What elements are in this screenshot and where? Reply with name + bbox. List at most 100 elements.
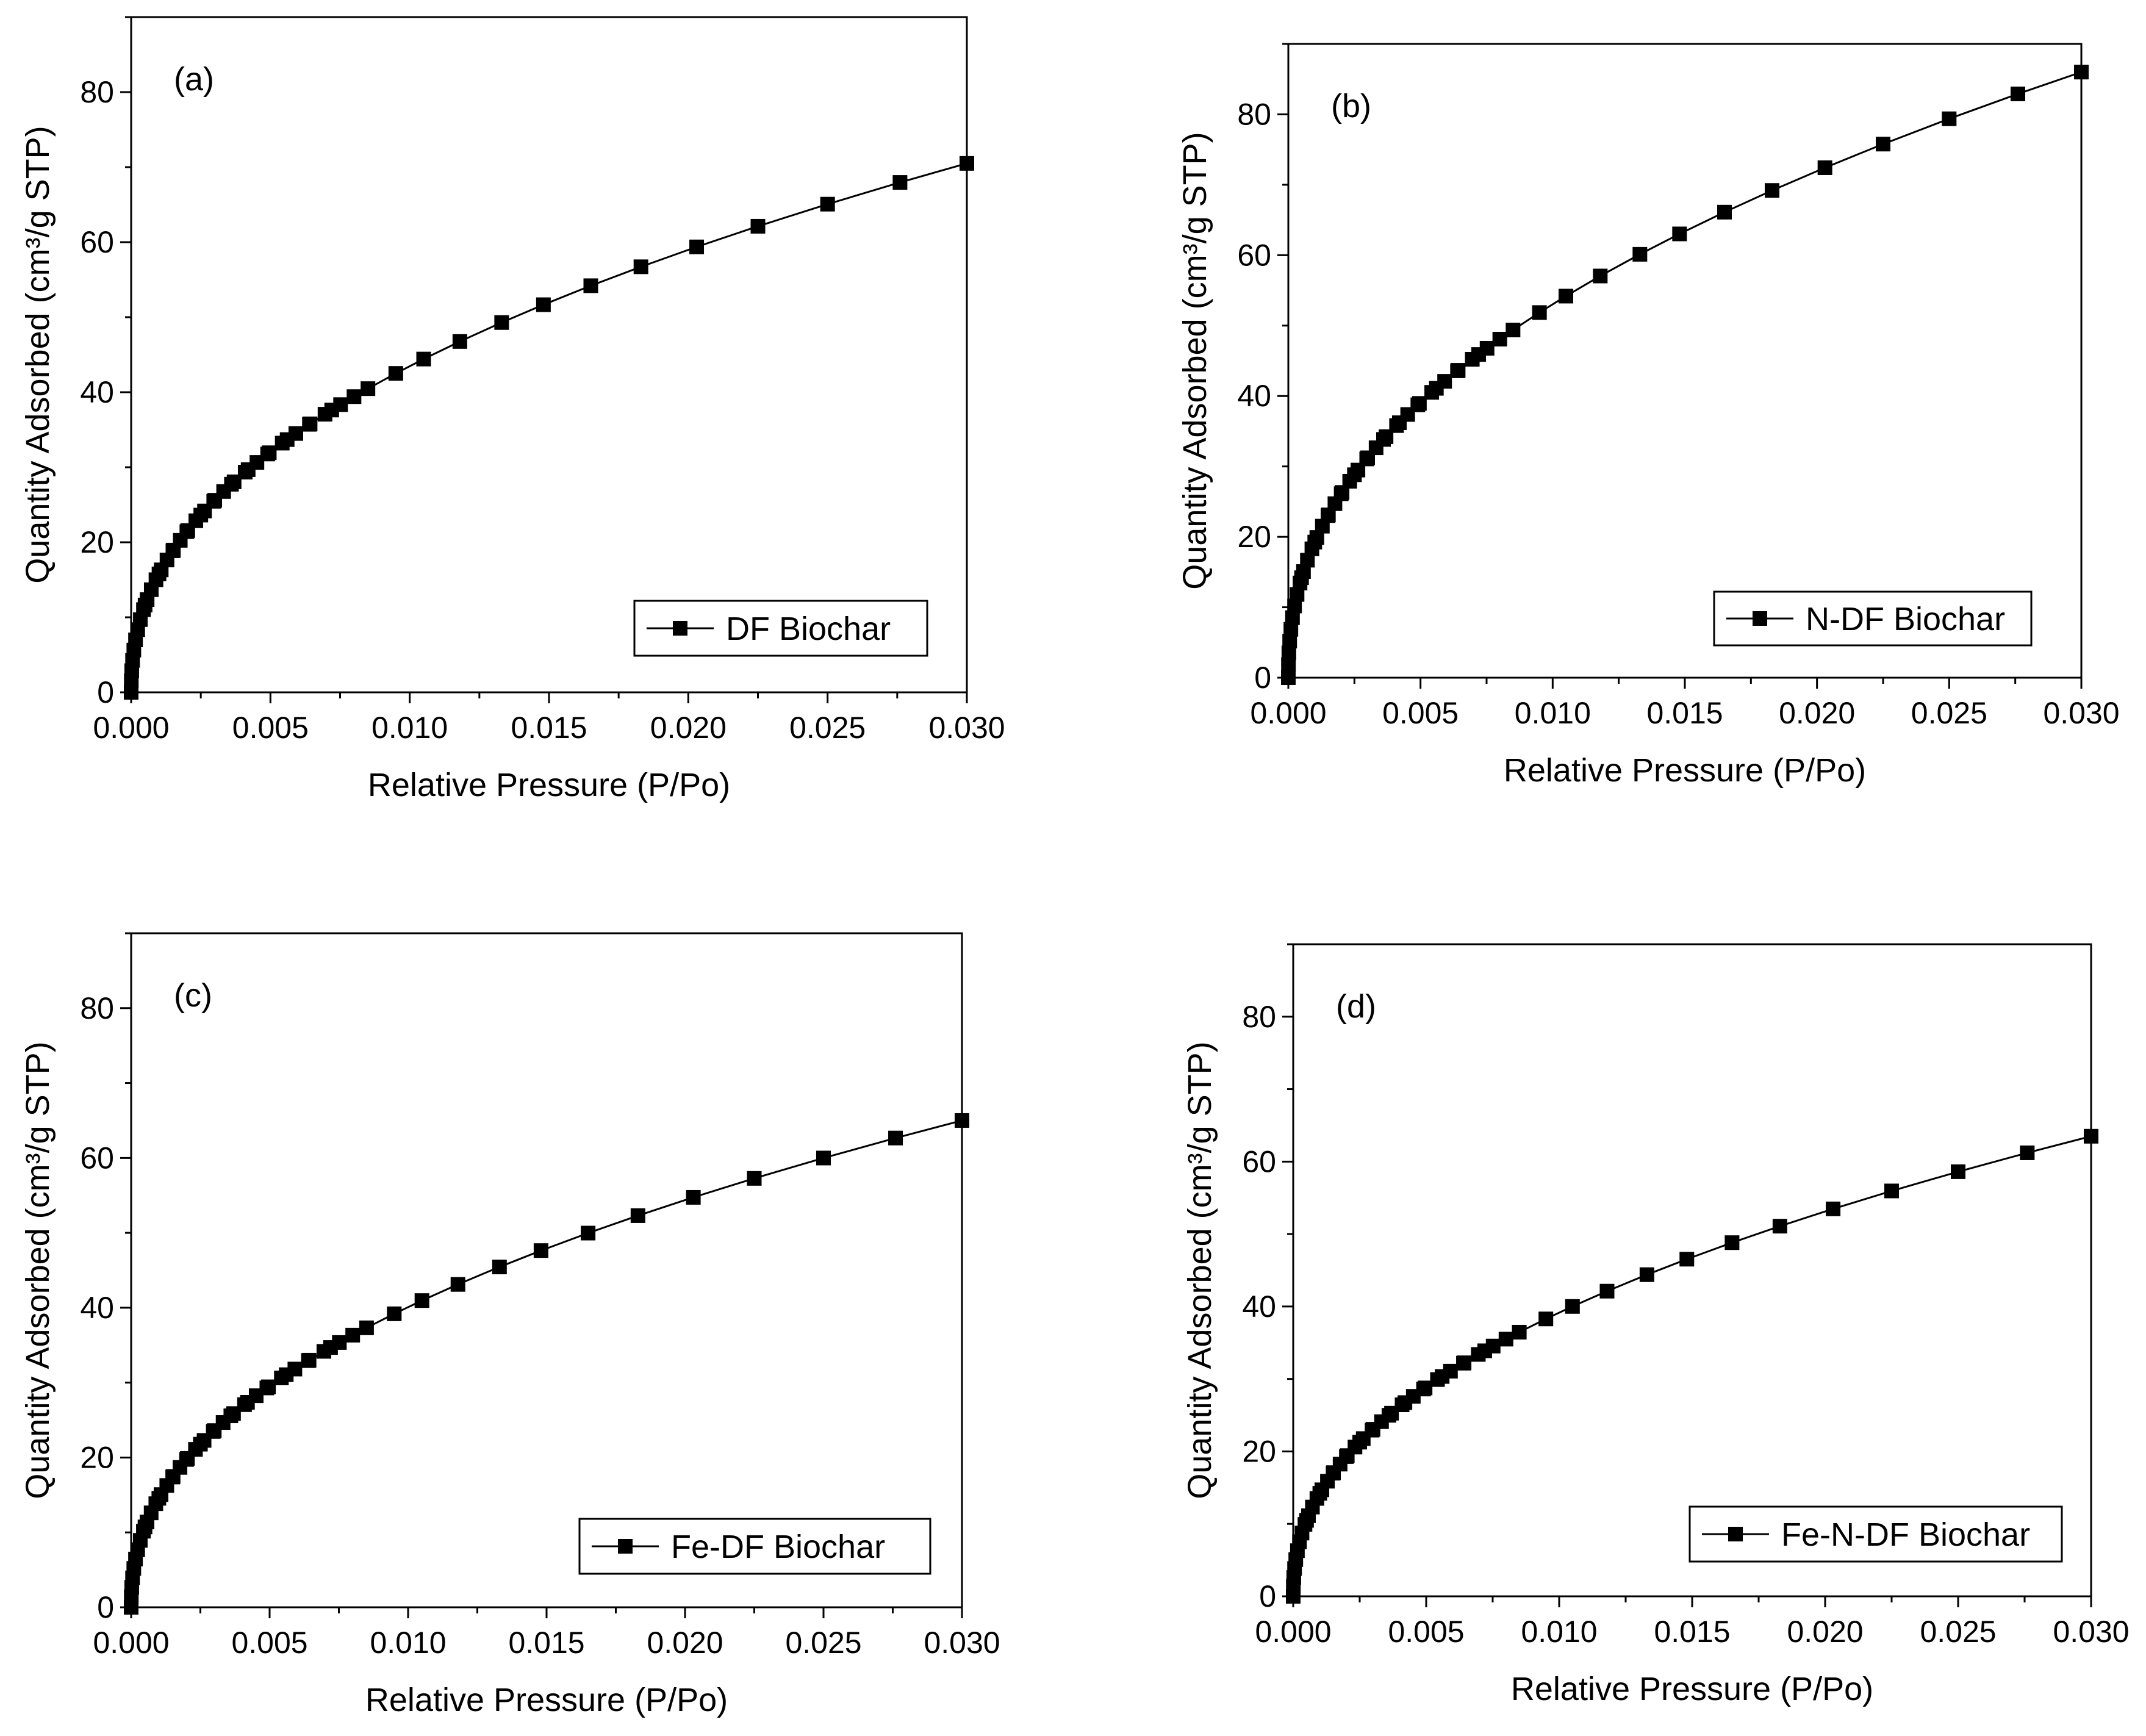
data-point-marker	[262, 445, 277, 461]
x-tick-label: 0.030	[2053, 1615, 2129, 1649]
data-point-marker	[416, 351, 431, 367]
data-point-marker	[1485, 1338, 1501, 1354]
data-point-marker	[1418, 1380, 1433, 1396]
plot-frame	[130, 16, 968, 694]
y-tick-label: 0	[97, 1590, 114, 1624]
x-tick-label: 0.015	[511, 711, 587, 745]
x-tick-label: 0.015	[508, 1626, 584, 1660]
plot-frame	[1292, 943, 2092, 1598]
data-point-marker	[1565, 1299, 1580, 1314]
x-tick-label: 0.000	[93, 1626, 169, 1660]
data-point-marker	[1817, 160, 1832, 175]
x-axis-title: Relative Pressure (P/Po)	[1511, 1671, 1873, 1707]
data-point-marker	[1492, 331, 1507, 346]
data-point-marker	[1593, 268, 1608, 284]
data-point-marker	[303, 416, 318, 431]
y-axis-title: Quantity Adsorbed (cm³/g STP)	[20, 1041, 56, 1499]
y-tick-label: 80	[1237, 97, 1271, 131]
x-tick-label: 0.025	[789, 711, 866, 745]
data-point-marker	[1479, 340, 1495, 356]
data-point-marker	[533, 1243, 548, 1258]
data-point-marker	[1717, 204, 1732, 220]
x-tick-label: 0.010	[371, 711, 448, 745]
chart-panel-c: 0 20 40 60 80 0.000 0.005 0.010 0.015 0.020 0.025 0…	[20, 932, 1000, 1718]
data-point-marker	[583, 278, 598, 293]
data-point-marker	[1505, 322, 1521, 337]
x-tick-label: 0.000	[1255, 1615, 1331, 1649]
x-tick-label: 0.000	[93, 711, 169, 745]
data-point-marker	[387, 1306, 402, 1321]
legend-box	[1713, 590, 2033, 647]
y-tick-label: 20	[1237, 520, 1271, 554]
data-point-marker	[287, 1361, 303, 1377]
data-point-marker	[345, 1327, 361, 1343]
data-point-marker	[346, 389, 362, 404]
legend-box	[633, 600, 928, 657]
y-tick-label: 0	[97, 675, 114, 709]
data-point-marker	[1457, 1355, 1472, 1371]
data-point-marker	[1512, 1324, 1527, 1340]
data-point-marker	[2074, 65, 2089, 80]
data-point-marker	[288, 426, 303, 441]
legend-label: Fe-N-DF Biochar	[1781, 1516, 2030, 1553]
x-tick-label: 0.000	[1250, 696, 1326, 730]
chart-panel-a: 0 20 40 60 80 0.000 0.005 0.010 0.015 0.020 0.025 0…	[20, 16, 1005, 803]
data-point-marker	[1443, 1363, 1458, 1379]
x-axis-title: Relative Pressure (P/Po)	[1504, 752, 1866, 789]
data-point-marker	[960, 156, 974, 171]
y-axis-title: Quantity Adsorbed (cm³/g STP)	[1177, 132, 1213, 589]
data-point-marker	[1876, 137, 1890, 152]
legend-marker	[1728, 1527, 1743, 1541]
data-point-marker	[750, 218, 766, 234]
x-tick-label: 0.020	[650, 711, 727, 745]
plot-frame	[1287, 43, 2083, 679]
x-tick-label: 0.020	[1779, 696, 1855, 730]
data-point-marker	[1639, 1267, 1654, 1282]
data-point-marker	[1498, 1332, 1513, 1347]
data-point-marker	[1412, 396, 1427, 411]
data-point-marker	[492, 1260, 507, 1275]
data-point-marker	[2011, 86, 2025, 101]
y-tick-label: 80	[80, 75, 114, 109]
y-tick-label: 40	[80, 1291, 114, 1325]
data-point-marker	[1538, 1311, 1554, 1327]
x-tick-label: 0.005	[1382, 696, 1459, 730]
data-point-marker	[1451, 363, 1466, 378]
data-point-marker	[1559, 289, 1573, 304]
x-tick-label: 0.020	[1787, 1615, 1863, 1649]
chart-panel-b: 0 20 40 60 80 0.000 0.005 0.010 0.015 0.020 0.025 0…	[1177, 43, 2120, 789]
x-tick-label: 0.015	[1646, 696, 1723, 730]
data-point-marker	[261, 1379, 276, 1394]
y-axis-title: Quantity Adsorbed (cm³/g STP)	[20, 126, 56, 583]
legend-label: N-DF Biochar	[1806, 601, 2005, 637]
data-point-marker	[332, 1335, 347, 1350]
y-tick-label: 60	[80, 225, 114, 259]
x-tick-label: 0.025	[785, 1626, 861, 1660]
data-point-marker	[1672, 226, 1687, 242]
data-point-marker	[301, 1352, 317, 1368]
legend-label: Fe-DF Biochar	[671, 1529, 885, 1565]
x-tick-label: 0.005	[232, 711, 309, 745]
data-point-marker	[1281, 670, 1296, 685]
legend-marker	[673, 621, 687, 636]
y-tick-label: 0	[1254, 661, 1271, 695]
data-point-marker	[1679, 1252, 1695, 1267]
data-point-marker	[633, 259, 648, 274]
data-point-marker	[955, 1113, 969, 1128]
data-point-marker	[536, 297, 551, 312]
x-axis-title: Relative Pressure (P/Po)	[368, 767, 730, 803]
data-point-marker	[2020, 1145, 2035, 1160]
data-point-marker	[1599, 1283, 1615, 1299]
y-tick-label: 40	[80, 375, 114, 409]
data-point-marker	[1772, 1219, 1787, 1234]
legend-marker	[1753, 611, 1767, 626]
y-tick-label: 20	[80, 1440, 114, 1474]
panel-label: (b)	[1331, 88, 1371, 124]
y-tick-label: 20	[1242, 1434, 1276, 1468]
legend-label: DF Biochar	[726, 611, 891, 647]
data-point-marker	[1765, 183, 1779, 198]
y-tick-label: 80	[1242, 1000, 1276, 1034]
x-tick-label: 0.030	[924, 1626, 1000, 1660]
y-tick-label: 80	[80, 991, 114, 1025]
